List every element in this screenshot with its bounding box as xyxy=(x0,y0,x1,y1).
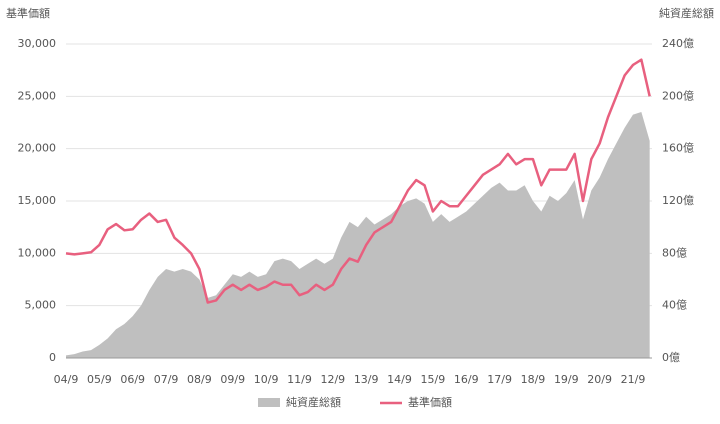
x-tick-label: 06/9 xyxy=(120,373,145,386)
x-tick-label: 17/9 xyxy=(487,373,512,386)
y-tick-label: 5,000 xyxy=(25,299,57,312)
x-tick-label: 08/9 xyxy=(187,373,212,386)
area xyxy=(66,112,650,359)
x-tick-label: 18/9 xyxy=(521,373,546,386)
y2-axis-title: 純資産総額 xyxy=(659,6,714,20)
x-tick-label: 13/9 xyxy=(354,373,379,386)
y2-tick-label: 0億 xyxy=(662,351,680,364)
x-tick-label: 11/9 xyxy=(287,373,312,386)
legend-label: 純資産総額 xyxy=(286,395,341,409)
x-tick-label: 09/9 xyxy=(220,373,245,386)
x-tick-label: 15/9 xyxy=(421,373,446,386)
y2-tick-label: 160億 xyxy=(662,142,694,155)
y-tick-label: 15,000 xyxy=(18,194,57,207)
x-tick-label: 04/9 xyxy=(54,373,79,386)
x-tick-label: 10/9 xyxy=(254,373,279,386)
x-tick-label: 05/9 xyxy=(87,373,112,386)
y-tick-label: 30,000 xyxy=(18,37,57,50)
y-axis-title: 基準価額 xyxy=(6,6,50,20)
y-tick-label: 10,000 xyxy=(18,246,57,259)
x-tick-label: 20/9 xyxy=(587,373,612,386)
y2-tick-label: 40億 xyxy=(662,299,687,312)
y-tick-label: 20,000 xyxy=(18,142,57,155)
y2-tick-label: 80億 xyxy=(662,246,687,259)
y2-tick-label: 240億 xyxy=(662,37,694,50)
x-tick-label: 07/9 xyxy=(154,373,179,386)
y-tick-label: 0 xyxy=(49,351,56,364)
y2-tick-label: 120億 xyxy=(662,194,694,207)
line xyxy=(65,58,651,304)
y-tick-label: 25,000 xyxy=(18,89,57,102)
y2-tick-label: 200億 xyxy=(662,89,694,102)
x-tick-label: 16/9 xyxy=(454,373,479,386)
x-tick-label: 21/9 xyxy=(621,373,646,386)
x-tick-label: 14/9 xyxy=(387,373,412,386)
x-tick-label: 12/9 xyxy=(320,373,345,386)
legend-label: 基準価額 xyxy=(408,395,452,409)
legend-swatch xyxy=(258,398,280,407)
x-tick-label: 19/9 xyxy=(554,373,579,386)
